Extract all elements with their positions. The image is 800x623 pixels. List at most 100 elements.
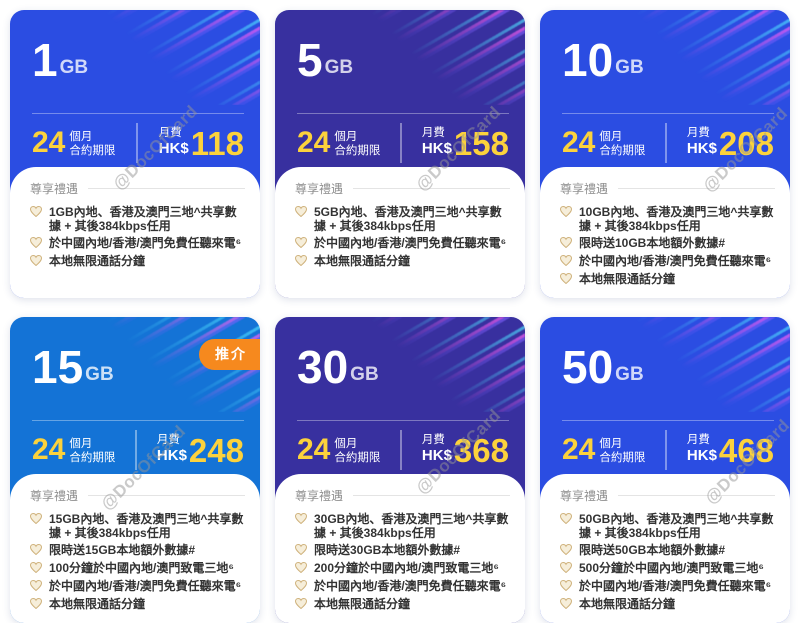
heart-icon	[294, 512, 308, 540]
vertical-divider	[665, 430, 668, 470]
monthly-fee-label: 月費	[156, 433, 180, 446]
perk-text: 200分鐘於中國內地/澳門致電三地⁶	[314, 561, 499, 575]
plan-card[interactable]: 50 GB 24 個月 合約期限 月費 HK$	[540, 317, 790, 623]
heart-icon	[294, 205, 308, 233]
perk-item: 於中國內地/香港/澳門免費任聽來電⁶	[29, 579, 245, 594]
currency-label: HK$	[421, 139, 452, 157]
heart-icon	[559, 236, 573, 251]
perks-title-row: 尊享禮遇	[30, 180, 245, 197]
plan-meta-row: 24 個月 合約期限 月費 HK$ 248	[32, 428, 244, 472]
contract-period-number: 24	[297, 126, 331, 159]
perks-title-row: 尊享禮遇	[30, 487, 245, 504]
heart-icon	[559, 254, 573, 269]
plan-card[interactable]: 30 GB 24 個月 合約期限 月費 HK$	[275, 317, 525, 623]
plan-card[interactable]: 1 GB 24 個月 合約期限 月費 HK$	[10, 10, 260, 298]
perk-text: 於中國內地/香港/澳門免費任聽來電⁶	[579, 254, 772, 268]
contract-period-unit: 個月	[334, 438, 358, 450]
plan-data-unit: GB	[59, 57, 89, 79]
plan-card[interactable]: 10 GB 24 個月 合約期限 月費 HK$	[540, 10, 790, 298]
perk-text: 限時送10GB本地額外數據#	[579, 236, 726, 250]
perk-text: 15GB內地、香港及澳門三地^共享數據 + 其後384kbps任用	[49, 512, 244, 540]
contract-period-number: 24	[562, 433, 596, 466]
perks-title-rule	[353, 188, 510, 189]
plan-data-line: 1 GB	[32, 37, 89, 83]
heart-icon	[294, 597, 308, 612]
vertical-divider	[400, 430, 403, 470]
header-divider	[32, 420, 244, 421]
perk-text: 於中國內地/香港/澳門免費任聽來電⁶	[314, 579, 507, 593]
heart-icon	[559, 512, 573, 540]
perks-list: 30GB內地、香港及澳門三地^共享數據 + 其後384kbps任用 限時送30G…	[294, 512, 510, 612]
heart-icon	[29, 579, 43, 594]
plan-card-body: 尊享禮遇 50GB內地、香港及澳門三地^共享數據 + 其後384kbps任用 限…	[540, 474, 790, 623]
perk-item: 限時送15GB本地額外數據#	[29, 543, 245, 558]
neon-streaks-decoration	[365, 10, 525, 105]
perk-item: 本地無限通話分鐘	[29, 254, 245, 269]
plan-data-unit: GB	[350, 364, 379, 386]
perks-title-row: 尊享禮遇	[560, 180, 775, 197]
perks-list: 15GB內地、香港及澳門三地^共享數據 + 其後384kbps任用 限時送15G…	[29, 512, 245, 612]
heart-icon	[29, 236, 43, 251]
neon-streaks-decoration	[630, 317, 790, 412]
plan-data-amount: 30	[297, 341, 349, 393]
plan-data-line: 10 GB	[562, 34, 644, 86]
perks-list: 50GB內地、香港及澳門三地^共享數據 + 其後384kbps任用 限時送50G…	[559, 512, 775, 612]
perks-title-rule	[88, 495, 245, 496]
plan-data-amount: 15	[32, 341, 84, 393]
perk-text: 10GB內地、香港及澳門三地^共享數據 + 其後384kbps任用	[579, 205, 774, 233]
perk-item: 本地無限通話分鐘	[294, 254, 510, 269]
perk-text: 限時送15GB本地額外數據#	[49, 543, 196, 557]
perk-text: 於中國內地/香港/澳門免費任聽來電⁶	[49, 579, 242, 593]
heart-icon	[559, 561, 573, 576]
contract-period-number: 24	[297, 433, 331, 466]
perks-title-rule	[353, 495, 510, 496]
contract-period-unit: 個月	[599, 131, 623, 143]
perk-text: 於中國內地/香港/澳門免費任聽來電⁶	[314, 236, 507, 250]
perk-text: 500分鐘於中國內地/澳門致電三地⁶	[579, 561, 764, 575]
contract-period-label: 合約期限	[599, 145, 646, 157]
perk-item: 本地無限通話分鐘	[559, 272, 775, 287]
monthly-fee-label: 月費	[686, 433, 710, 446]
perks-title: 尊享禮遇	[30, 489, 79, 503]
perk-text: 本地無限通話分鐘	[579, 597, 676, 611]
contract-period: 24 個月 合約期限	[32, 128, 115, 158]
perk-item: 於中國內地/香港/澳門免費任聽來電⁶	[294, 236, 510, 251]
plan-meta-row: 24 個月 合約期限 月費 HK$ 158	[297, 121, 509, 165]
contract-period: 24 個月 合約期限	[562, 128, 645, 158]
plan-data-line: 5 GB	[297, 37, 354, 83]
recommended-badge: 推介	[199, 339, 260, 370]
plan-data-unit: GB	[324, 57, 354, 79]
plan-card[interactable]: 推介 15 GB 24 個月 合約期限 月費 HK$	[10, 317, 260, 623]
contract-period-number: 24	[562, 126, 596, 159]
neon-streaks-decoration	[365, 317, 525, 412]
plan-meta-row: 24 個月 合約期限 月費 HK$ 368	[297, 428, 509, 472]
heart-icon	[29, 512, 43, 540]
perk-item: 15GB內地、香港及澳門三地^共享數據 + 其後384kbps任用	[29, 512, 245, 540]
plan-data-line: 15 GB	[32, 341, 114, 393]
perk-text: 1GB內地、香港及澳門三地^共享數據 + 其後384kbps任用	[49, 205, 237, 233]
header-divider	[297, 113, 509, 114]
plan-card-body: 尊享禮遇 1GB內地、香港及澳門三地^共享數據 + 其後384kbps任用 於中…	[10, 167, 260, 298]
monthly-fee-price: 158	[453, 125, 509, 163]
perk-item: 50GB內地、香港及澳門三地^共享數據 + 其後384kbps任用	[559, 512, 775, 540]
plan-data-unit: GB	[615, 364, 644, 386]
contract-period-unit: 個月	[69, 131, 93, 143]
perk-item: 限時送10GB本地額外數據#	[559, 236, 775, 251]
plan-meta-row: 24 個月 合約期限 月費 HK$ 208	[562, 121, 774, 165]
perks-title: 尊享禮遇	[560, 489, 609, 503]
perks-title-rule	[88, 188, 245, 189]
perk-text: 本地無限通話分鐘	[314, 597, 411, 611]
contract-period-number: 24	[32, 126, 66, 159]
heart-icon	[294, 236, 308, 251]
monthly-fee: 月費 HK$ 158	[421, 125, 509, 163]
neon-streaks-decoration	[100, 10, 260, 105]
perk-text: 限時送30GB本地額外數據#	[314, 543, 461, 557]
contract-period-number: 24	[32, 433, 66, 466]
perks-title-rule	[618, 188, 775, 189]
monthly-fee-label: 月費	[421, 126, 445, 139]
monthly-fee-label: 月費	[686, 126, 710, 139]
plan-card[interactable]: 5 GB 24 個月 合約期限 月費 HK$	[275, 10, 525, 298]
plan-data-line: 30 GB	[297, 341, 379, 393]
heart-icon	[559, 272, 573, 287]
plan-data-amount: 10	[562, 34, 614, 86]
